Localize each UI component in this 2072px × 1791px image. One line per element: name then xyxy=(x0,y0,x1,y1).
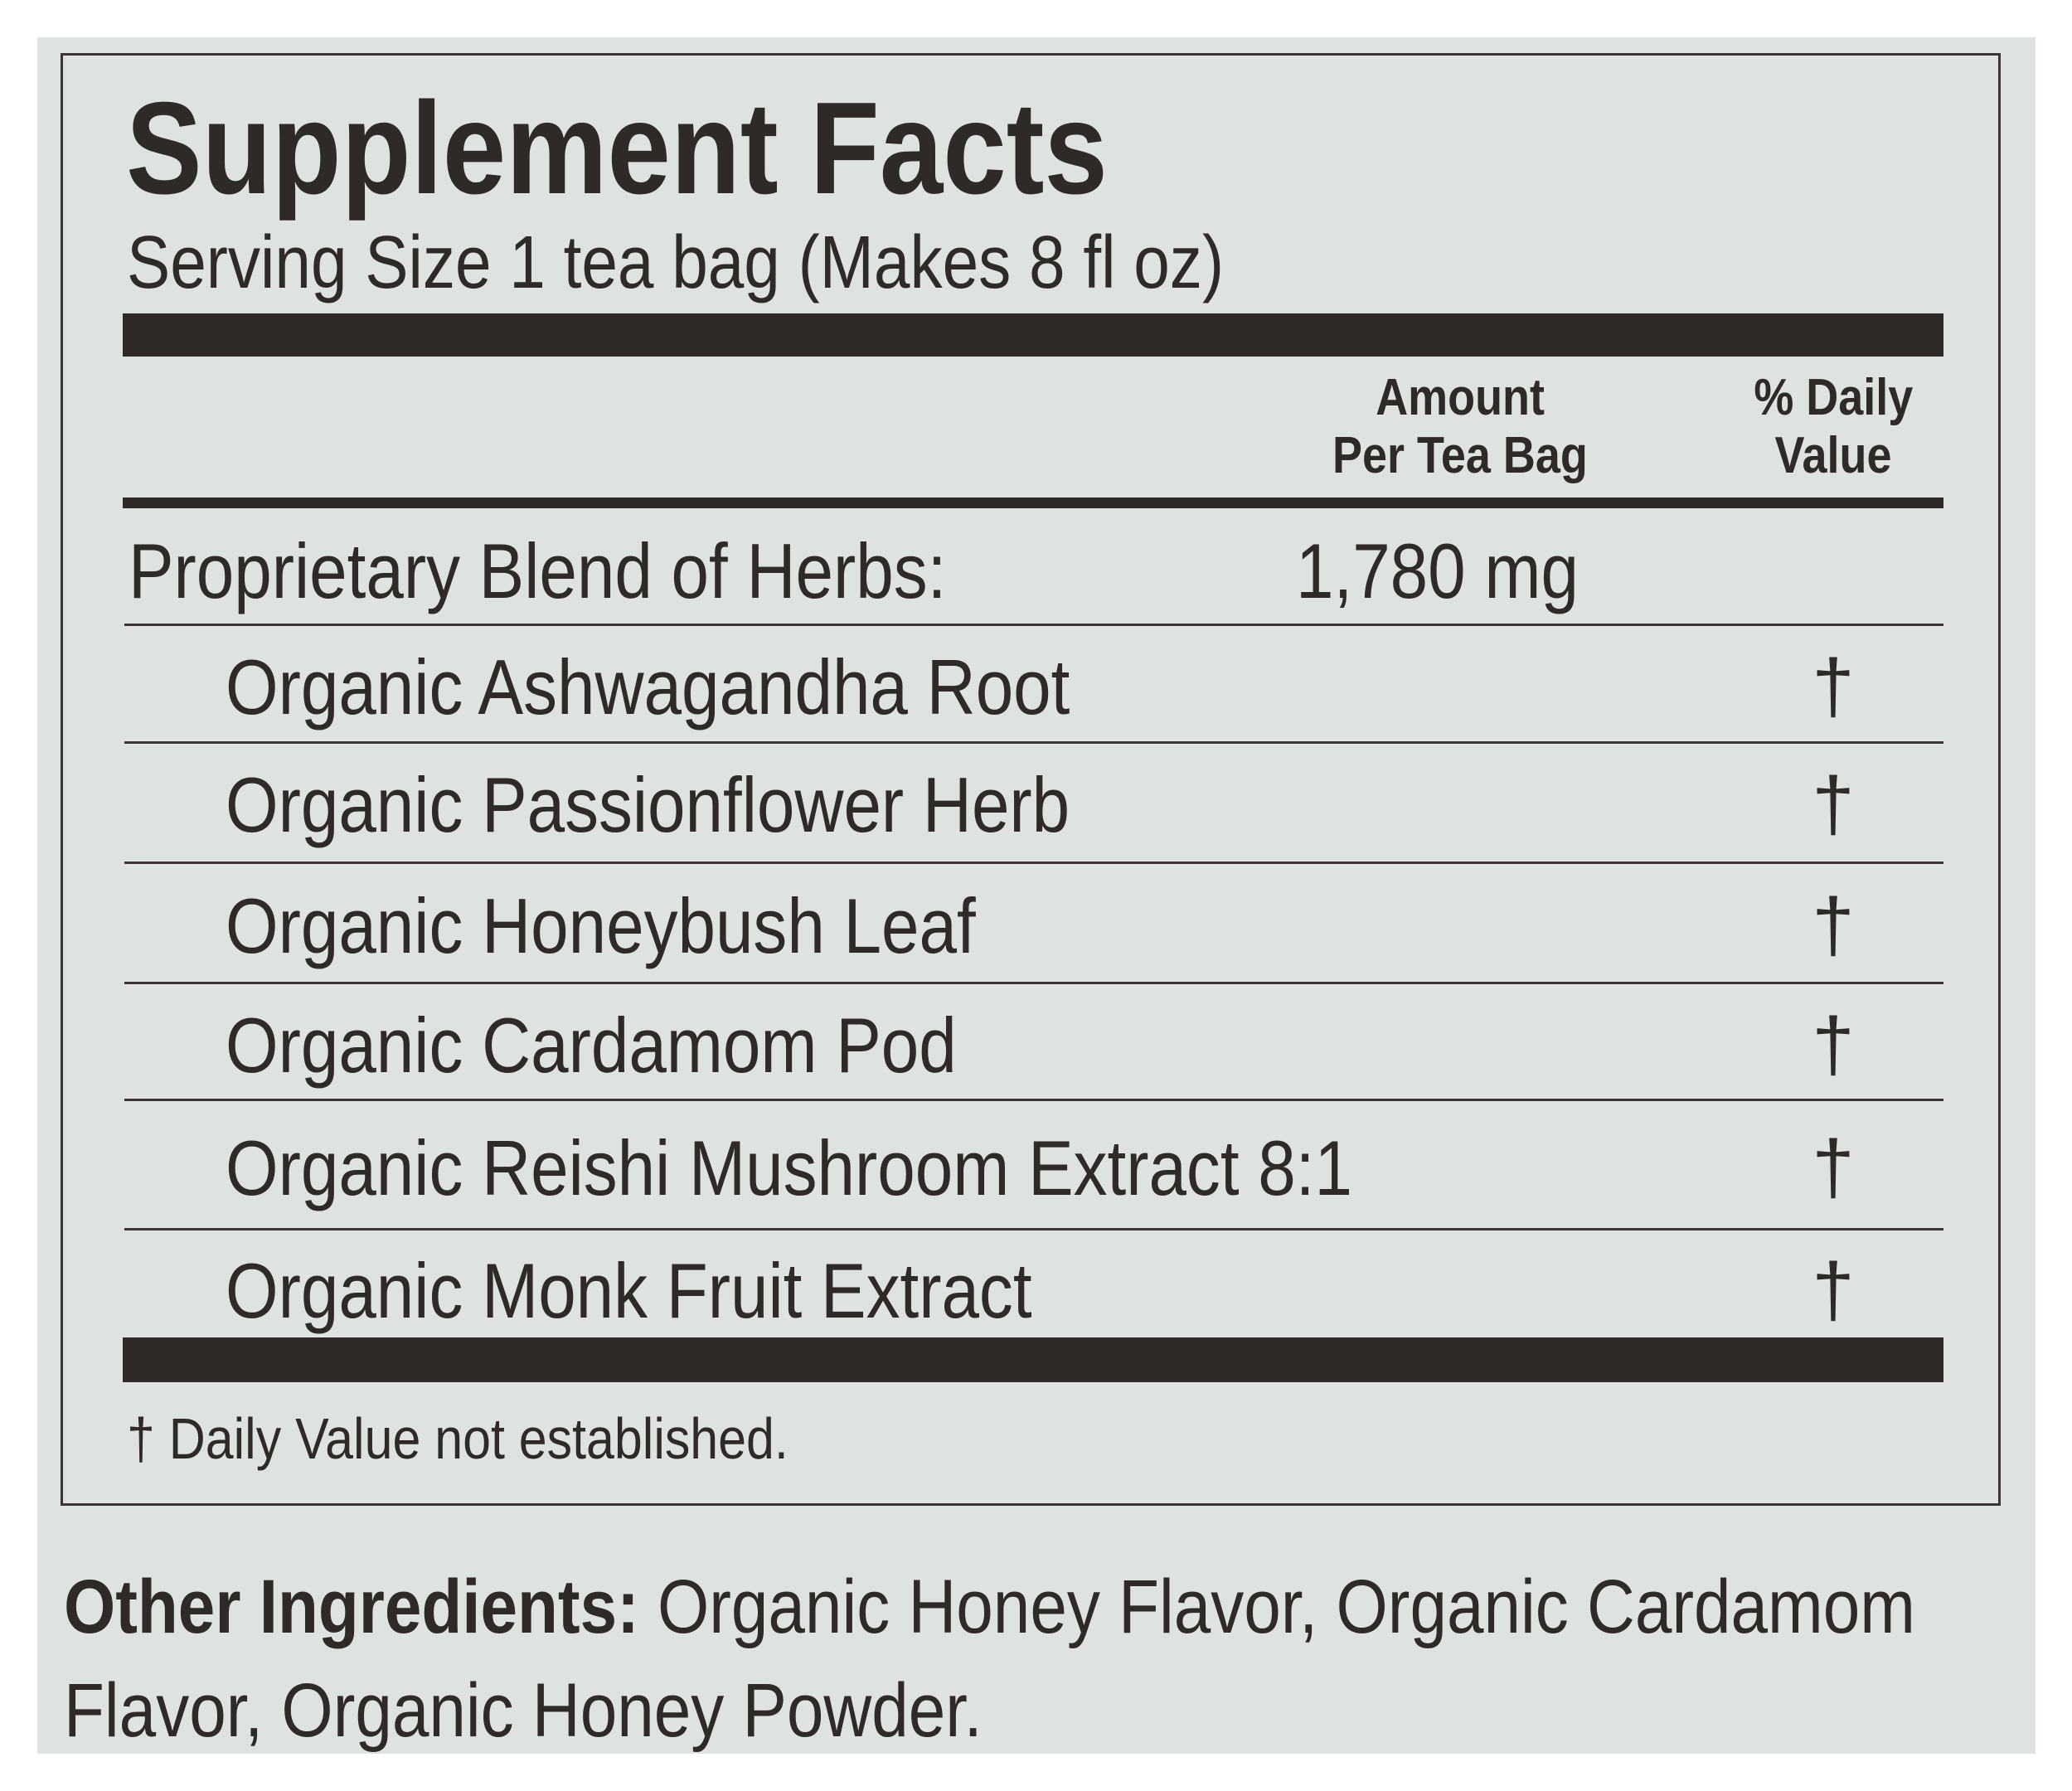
blend-name-text: Proprietary Blend of Herbs: xyxy=(129,527,947,614)
row-divider xyxy=(124,1228,1943,1230)
ingredient-name: Organic Ashwagandha Root xyxy=(226,643,1070,730)
dagger-mark: † xyxy=(1812,1248,1855,1332)
other-ingredients-line2: Flavor, Organic Honey Powder. xyxy=(64,1672,1119,1749)
row-divider xyxy=(124,1099,1943,1101)
ingredient-name: Organic Reishi Mushroom Extract 8:1 xyxy=(226,1124,1352,1211)
dv-header-line2: Value xyxy=(1774,427,1892,484)
thick-divider-top xyxy=(123,313,1943,357)
dagger-mark: † xyxy=(1812,644,1855,729)
serving-size-text: Serving Size 1 tea bag (Makes 8 fl oz) xyxy=(127,221,1225,304)
ingredient-row: Organic Passionflower Herb xyxy=(226,766,1196,844)
amount-header-line1: Amount xyxy=(1376,369,1545,426)
medium-divider xyxy=(123,498,1943,508)
other-ingredients-line1: Other Ingredients: Organic Honey Flavor,… xyxy=(64,1569,2072,1645)
dagger-mark: † xyxy=(1812,762,1855,847)
thick-divider-bottom xyxy=(123,1337,1943,1382)
dagger-mark: † xyxy=(1812,1002,1855,1087)
amount-header-line2: Per Tea Bag xyxy=(1332,427,1588,484)
serving-size: Serving Size 1 tea bag (Makes 8 fl oz) xyxy=(127,226,1388,300)
ingredient-row: Organic Ashwagandha Root xyxy=(226,648,1196,726)
ingredient-row: Organic Reishi Mushroom Extract 8:1 xyxy=(226,1129,1521,1207)
blend-amount-text: 1,780 mg xyxy=(1296,527,1579,614)
ingredient-row: Organic Monk Fruit Extract xyxy=(226,1252,1152,1330)
amount-column-header: Amount Per Tea Bag xyxy=(1294,369,1626,485)
other-ingredients-text: Organic Honey Flavor, Organic Cardamom xyxy=(638,1565,1915,1649)
title-text: Supplement Facts xyxy=(126,75,1108,221)
daily-value-column-header: % Daily Value xyxy=(1709,369,1958,485)
ingredient-row: Organic Honeybush Leaf xyxy=(226,887,1088,965)
footnote: † Daily Value not established. xyxy=(127,1410,887,1468)
row-divider xyxy=(124,982,1943,984)
row-divider xyxy=(124,862,1943,864)
ingredient-name: Organic Monk Fruit Extract xyxy=(226,1247,1032,1334)
row-divider xyxy=(124,624,1943,626)
ingredient-name: Organic Passionflower Herb xyxy=(226,761,1070,848)
dv-header-line1: % Daily xyxy=(1754,369,1913,426)
blend-amount: 1,780 mg xyxy=(1296,532,1621,610)
ingredient-name: Organic Honeybush Leaf xyxy=(226,882,976,969)
dagger-mark: † xyxy=(1812,883,1855,968)
ingredient-name: Organic Cardamom Pod xyxy=(226,1002,957,1089)
other-ingredients-label: Other Ingredients: xyxy=(64,1565,639,1649)
blend-name: Proprietary Blend of Herbs: xyxy=(129,532,1069,610)
row-divider xyxy=(124,741,1943,744)
page-title: Supplement Facts xyxy=(126,83,1254,214)
supplement-facts-box xyxy=(61,53,2001,1506)
dagger-mark: † xyxy=(1812,1125,1855,1210)
ingredient-row: Organic Cardamom Pod xyxy=(226,1007,1066,1085)
footnote-text: † Daily Value not established. xyxy=(127,1406,789,1471)
other-ingredients-text-cont: Flavor, Organic Honey Powder. xyxy=(64,1668,983,1753)
